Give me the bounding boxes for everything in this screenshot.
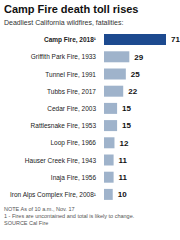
svg-text:29: 29 — [134, 53, 143, 62]
svg-text:Inaja Fire, 1956: Inaja Fire, 1956 — [51, 174, 97, 182]
svg-text:Cedar Fire, 2003: Cedar Fire, 2003 — [47, 105, 96, 112]
html-text:NOTE As of 10 a.m., Nov. 17: NOTE As of 10 a.m., Nov. 17 — [4, 206, 75, 212]
html-text:SOURCE Cal Fire: SOURCE Cal Fire — [4, 220, 49, 226]
svg-text:Hauser Creek Fire, 1943: Hauser Creek Fire, 1943 — [25, 157, 97, 164]
svg-text:Rattlesnake Fire, 1953: Rattlesnake Fire, 1953 — [31, 122, 97, 129]
svg-text:22: 22 — [128, 87, 137, 96]
svg-text:Tunnel Fire, 1991: Tunnel Fire, 1991 — [45, 71, 96, 78]
svg-text:11: 11 — [119, 156, 128, 165]
svg-text:10: 10 — [118, 190, 127, 199]
svg-text:Camp Fire, 2018¹: Camp Fire, 2018¹ — [44, 36, 96, 44]
svg-text:Tubbs Fire, 2017: Tubbs Fire, 2017 — [47, 88, 96, 95]
svg-text:12: 12 — [119, 139, 128, 148]
svg-text:Griffith Park Fire, 1933: Griffith Park Fire, 1933 — [31, 53, 97, 60]
html-text:Deadliest California wildfires: Deadliest California wildfires, fataliti… — [4, 19, 124, 26]
html-text:1 - Fires are uncontained and: 1 - Fires are uncontained and total is l… — [4, 213, 135, 219]
svg-text:25: 25 — [131, 70, 140, 79]
svg-text:Loop Fire, 1966: Loop Fire, 1966 — [50, 139, 96, 147]
svg-text:15: 15 — [122, 104, 131, 113]
svg-text:11: 11 — [119, 173, 128, 182]
svg-text:Iron Alps Complex Fire, 2008¹: Iron Alps Complex Fire, 2008¹ — [10, 191, 97, 199]
svg-text:15: 15 — [122, 121, 131, 130]
html-text:Camp Fire death toll rises: Camp Fire death toll rises — [4, 3, 139, 15]
svg-text:71: 71 — [171, 35, 172, 44]
